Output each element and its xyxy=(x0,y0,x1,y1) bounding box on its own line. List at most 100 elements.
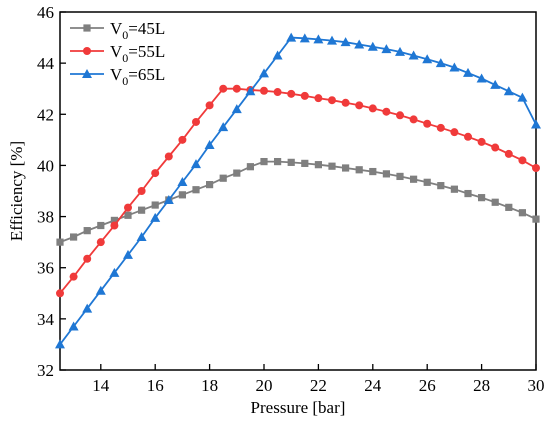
y-tick-label: 40 xyxy=(37,156,54,175)
x-tick-label: 30 xyxy=(528,376,545,395)
data-point xyxy=(490,79,501,89)
data-point xyxy=(449,62,460,72)
data-point xyxy=(504,149,513,158)
series-0 xyxy=(56,157,540,246)
data-point xyxy=(354,39,365,49)
data-point xyxy=(97,221,105,230)
data-point xyxy=(396,172,404,181)
data-point xyxy=(259,68,269,78)
data-point xyxy=(191,159,201,169)
x-tick-label: 28 xyxy=(473,376,490,395)
data-point xyxy=(177,177,188,187)
legend-entry-0: V0=45L xyxy=(70,19,165,42)
data-point xyxy=(476,73,487,83)
legend-marker xyxy=(82,69,92,78)
data-point xyxy=(408,50,419,60)
data-point xyxy=(422,54,433,64)
data-point xyxy=(342,164,350,172)
data-point xyxy=(287,158,295,166)
data-point xyxy=(70,233,78,241)
legend-marker xyxy=(83,24,91,32)
data-point xyxy=(96,238,105,247)
legend-entry-2: V0=65L xyxy=(70,65,165,88)
data-point xyxy=(395,46,405,56)
series-layer xyxy=(55,32,541,349)
data-point xyxy=(163,194,174,204)
data-point xyxy=(83,254,92,263)
data-point xyxy=(246,163,254,171)
data-point xyxy=(219,84,228,93)
x-tick-label: 18 xyxy=(201,376,218,395)
y-tick-label: 46 xyxy=(37,3,54,22)
data-point xyxy=(110,221,119,230)
data-point xyxy=(450,128,459,137)
y-tick-label: 36 xyxy=(37,259,54,278)
data-point xyxy=(437,182,445,190)
plot-area-frame xyxy=(59,11,537,371)
data-point xyxy=(299,33,310,43)
data-point xyxy=(56,289,64,298)
data-point xyxy=(463,67,473,77)
data-point xyxy=(355,166,363,174)
data-point xyxy=(151,201,159,209)
data-point xyxy=(503,86,514,96)
data-point xyxy=(204,139,215,149)
x-tick-label: 26 xyxy=(419,376,436,395)
data-point xyxy=(192,186,200,194)
data-point xyxy=(423,119,432,128)
data-point xyxy=(218,122,229,132)
data-point xyxy=(355,101,364,110)
data-point xyxy=(505,203,513,211)
data-point xyxy=(55,339,65,349)
data-point xyxy=(192,117,200,126)
data-point xyxy=(123,249,133,259)
y-tick-label: 44 xyxy=(37,54,55,73)
data-point xyxy=(260,86,268,95)
data-point xyxy=(300,91,309,100)
data-point xyxy=(381,44,392,54)
series-2 xyxy=(55,32,541,349)
series-1 xyxy=(56,84,540,298)
data-point xyxy=(231,104,242,114)
data-point xyxy=(410,175,418,183)
data-point xyxy=(124,203,132,212)
data-point xyxy=(409,115,418,124)
x-tick-label: 14 xyxy=(92,376,110,395)
data-point xyxy=(327,35,337,45)
y-tick-label: 34 xyxy=(37,310,55,329)
data-point xyxy=(436,123,445,132)
data-point xyxy=(138,206,146,214)
data-point xyxy=(178,135,187,144)
x-tick-label: 22 xyxy=(310,376,327,395)
data-point xyxy=(491,143,500,152)
data-point xyxy=(151,169,160,178)
data-point xyxy=(82,303,93,313)
legend-label: V0=65L xyxy=(110,65,165,88)
data-point xyxy=(245,86,256,96)
data-point xyxy=(314,94,323,103)
data-point xyxy=(232,84,241,93)
data-point xyxy=(396,111,404,120)
data-point xyxy=(328,162,336,170)
data-point xyxy=(341,98,350,107)
data-point xyxy=(518,156,527,165)
data-point xyxy=(56,238,64,246)
data-point xyxy=(272,50,283,60)
data-point xyxy=(532,215,540,223)
data-point xyxy=(137,187,146,195)
legend-entry-1: V0=55L xyxy=(70,42,165,65)
data-point xyxy=(205,101,214,110)
y-tick-label: 38 xyxy=(37,208,54,227)
data-point xyxy=(450,185,458,193)
legend-label: V0=55L xyxy=(110,42,165,65)
data-point xyxy=(340,37,351,47)
data-point xyxy=(260,157,268,166)
y-tick-label: 32 xyxy=(37,361,54,380)
data-point xyxy=(518,209,526,217)
data-point xyxy=(219,174,227,182)
data-point xyxy=(477,137,486,146)
data-point xyxy=(367,41,378,51)
data-point xyxy=(233,169,241,177)
data-point xyxy=(83,227,91,235)
